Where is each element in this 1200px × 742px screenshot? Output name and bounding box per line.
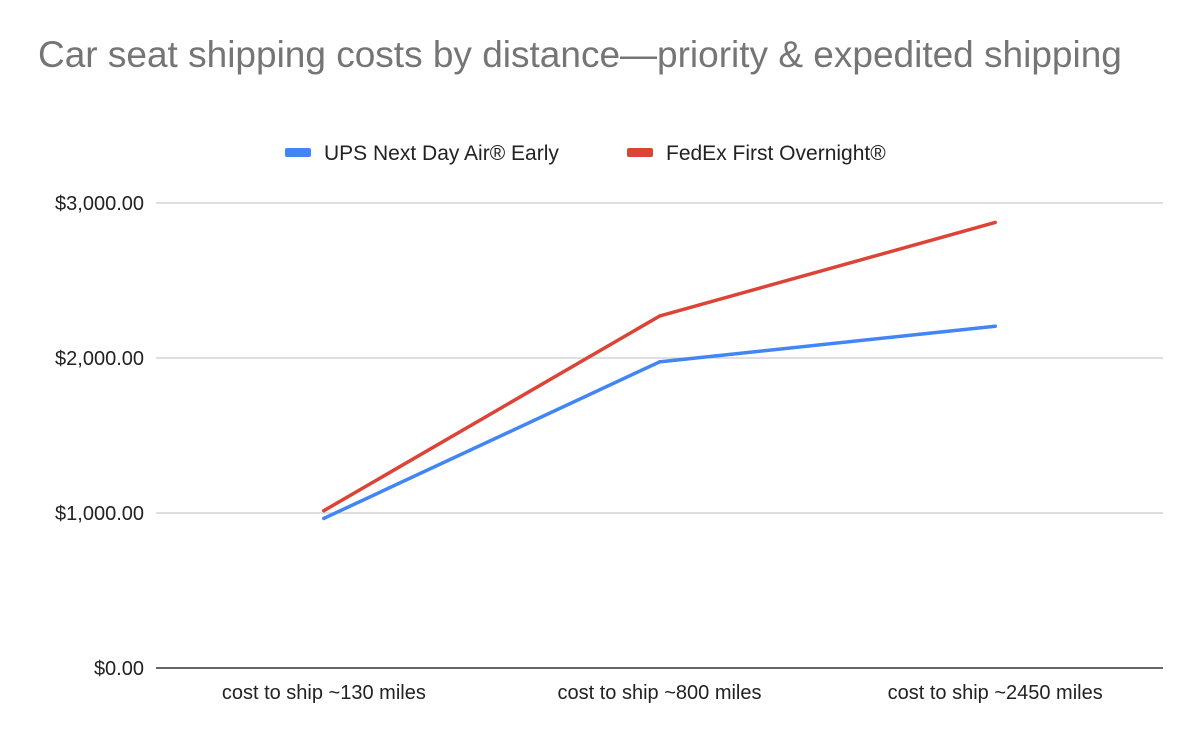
- y-tick-label: $3,000.00: [55, 193, 144, 215]
- data-point: [657, 360, 662, 364]
- legend-swatch: [285, 148, 311, 157]
- y-axis: $0.00 $1,000.00 $2,000.00 $3,000.00: [55, 193, 144, 680]
- y-tick-label: $0.00: [94, 658, 144, 680]
- series-line-fedex: [322, 220, 996, 513]
- legend-label: FedEx First Overnight®: [666, 142, 886, 165]
- legend: UPS Next Day Air® Early FedEx First Overn…: [285, 142, 886, 165]
- gridlines: [156, 202, 1163, 669]
- data-point: [322, 516, 326, 521]
- x-tick-label: cost to ship ~800 miles: [558, 682, 762, 704]
- x-axis: cost to ship ~130 miles cost to ship ~800…: [222, 682, 1103, 704]
- legend-swatch: [627, 148, 653, 157]
- y-tick-label: $2,000.00: [55, 348, 144, 370]
- legend-label: UPS Next Day Air® Early: [324, 142, 559, 165]
- data-point: [993, 324, 997, 329]
- series-layer: [322, 220, 997, 521]
- x-tick-label: cost to ship ~130 miles: [222, 682, 426, 704]
- chart-title: Car seat shipping costs by distance—prio…: [38, 34, 1122, 75]
- data-point: [993, 220, 997, 225]
- data-point: [657, 314, 662, 318]
- y-tick-label: $1,000.00: [55, 503, 144, 525]
- series-line-ups: [323, 324, 996, 520]
- x-tick-label: cost to ship ~2450 miles: [888, 682, 1103, 704]
- data-point: [322, 508, 326, 513]
